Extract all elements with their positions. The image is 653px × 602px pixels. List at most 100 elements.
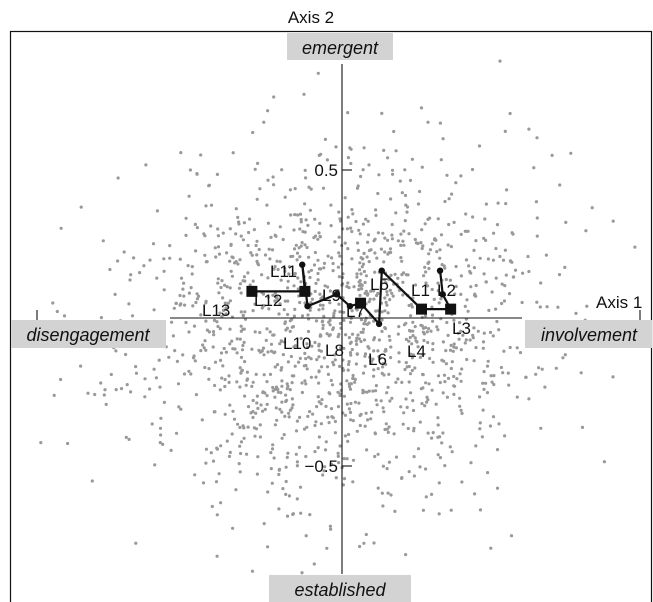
cloud-point bbox=[440, 358, 444, 362]
cloud-point bbox=[388, 288, 392, 292]
cloud-point bbox=[292, 228, 296, 232]
cloud-point bbox=[275, 295, 279, 299]
trajectory-label-l11: L11 bbox=[270, 262, 297, 281]
cloud-point bbox=[412, 474, 416, 478]
cloud-point bbox=[430, 287, 434, 292]
cloud-point bbox=[349, 353, 353, 357]
cloud-point bbox=[545, 305, 549, 309]
cloud-point bbox=[235, 380, 239, 384]
cloud-point bbox=[109, 372, 113, 377]
cloud-point bbox=[543, 385, 547, 389]
cloud-point bbox=[331, 269, 335, 273]
cloud-point bbox=[388, 399, 392, 403]
cloud-point bbox=[182, 281, 186, 285]
cloud-point bbox=[410, 356, 414, 360]
cloud-point bbox=[239, 355, 244, 359]
cloud-point bbox=[418, 420, 422, 424]
cloud-point bbox=[507, 292, 512, 296]
cloud-point bbox=[511, 232, 515, 236]
cloud-point bbox=[278, 225, 282, 229]
cloud-point bbox=[380, 318, 384, 322]
cloud-point bbox=[215, 320, 219, 324]
cloud-point bbox=[413, 237, 417, 242]
cloud-point bbox=[243, 360, 247, 364]
pole-bottom-box bbox=[269, 575, 411, 602]
cloud-point bbox=[235, 337, 239, 341]
cloud-point bbox=[427, 382, 431, 386]
cloud-point bbox=[472, 248, 476, 252]
cloud-point bbox=[238, 282, 242, 286]
cloud-point bbox=[308, 513, 312, 517]
cloud-point bbox=[314, 420, 318, 424]
cloud-point bbox=[487, 308, 491, 312]
cloud-point bbox=[350, 229, 354, 234]
cloud-point bbox=[259, 403, 263, 407]
cloud-point bbox=[385, 303, 389, 307]
cloud-point bbox=[405, 405, 409, 409]
cloud-point bbox=[426, 120, 430, 124]
cloud-point bbox=[407, 328, 412, 333]
cloud-point bbox=[349, 418, 353, 422]
cloud-point bbox=[305, 245, 309, 250]
cloud-point bbox=[384, 422, 388, 426]
cloud-point bbox=[256, 455, 260, 459]
cloud-point bbox=[491, 258, 495, 262]
cloud-point bbox=[148, 387, 152, 391]
cloud-point bbox=[347, 362, 351, 367]
cloud-point bbox=[436, 453, 440, 457]
cloud-point bbox=[222, 346, 226, 351]
cloud-point bbox=[348, 351, 353, 355]
cloud-point bbox=[241, 343, 245, 348]
trajectory-marker-l10 bbox=[304, 302, 311, 310]
cloud-point bbox=[481, 408, 485, 412]
cloud-point bbox=[382, 260, 386, 264]
cloud-point bbox=[469, 285, 473, 289]
cloud-point bbox=[431, 431, 435, 435]
cloud-point bbox=[251, 410, 255, 414]
cloud-point bbox=[307, 270, 311, 274]
cloud-point bbox=[211, 345, 215, 349]
cloud-point bbox=[273, 395, 277, 399]
cloud-point bbox=[333, 309, 337, 313]
cloud-point bbox=[423, 404, 427, 408]
cloud-point bbox=[355, 429, 359, 433]
cloud-point bbox=[357, 228, 361, 232]
cloud-point bbox=[574, 311, 578, 315]
cloud-point bbox=[428, 248, 432, 252]
cloud-point bbox=[358, 232, 362, 236]
cloud-point bbox=[315, 405, 319, 409]
cloud-point bbox=[303, 202, 307, 206]
cloud-point bbox=[284, 328, 288, 332]
cloud-point bbox=[438, 248, 442, 252]
cloud-point bbox=[362, 541, 366, 545]
cloud-point bbox=[347, 407, 351, 411]
cloud-point bbox=[445, 320, 449, 325]
cloud-point bbox=[293, 364, 297, 368]
cloud-point bbox=[424, 281, 428, 285]
cloud-point bbox=[246, 271, 250, 275]
cloud-point bbox=[231, 526, 235, 530]
cloud-point bbox=[162, 400, 166, 404]
cloud-point bbox=[349, 340, 353, 344]
y-tick-label: −0.5 bbox=[304, 457, 338, 476]
cloud-point bbox=[316, 271, 320, 276]
cloud-point bbox=[253, 330, 257, 334]
cloud-point bbox=[264, 338, 268, 342]
cloud-point bbox=[486, 359, 490, 363]
cloud-point bbox=[238, 470, 242, 474]
cloud-point bbox=[341, 483, 345, 487]
cloud-point bbox=[401, 271, 406, 275]
cloud-point bbox=[308, 208, 312, 212]
cloud-point bbox=[195, 292, 199, 296]
cloud-point bbox=[246, 243, 250, 248]
cloud-point bbox=[101, 239, 105, 243]
cloud-point bbox=[404, 361, 408, 365]
cloud-point bbox=[221, 231, 225, 235]
cloud-point bbox=[171, 334, 175, 338]
cloud-point bbox=[448, 348, 453, 352]
cloud-point bbox=[429, 329, 433, 333]
cloud-point bbox=[269, 467, 273, 471]
cloud-point bbox=[168, 256, 172, 260]
cloud-point bbox=[283, 195, 287, 199]
cloud-point bbox=[400, 191, 404, 195]
